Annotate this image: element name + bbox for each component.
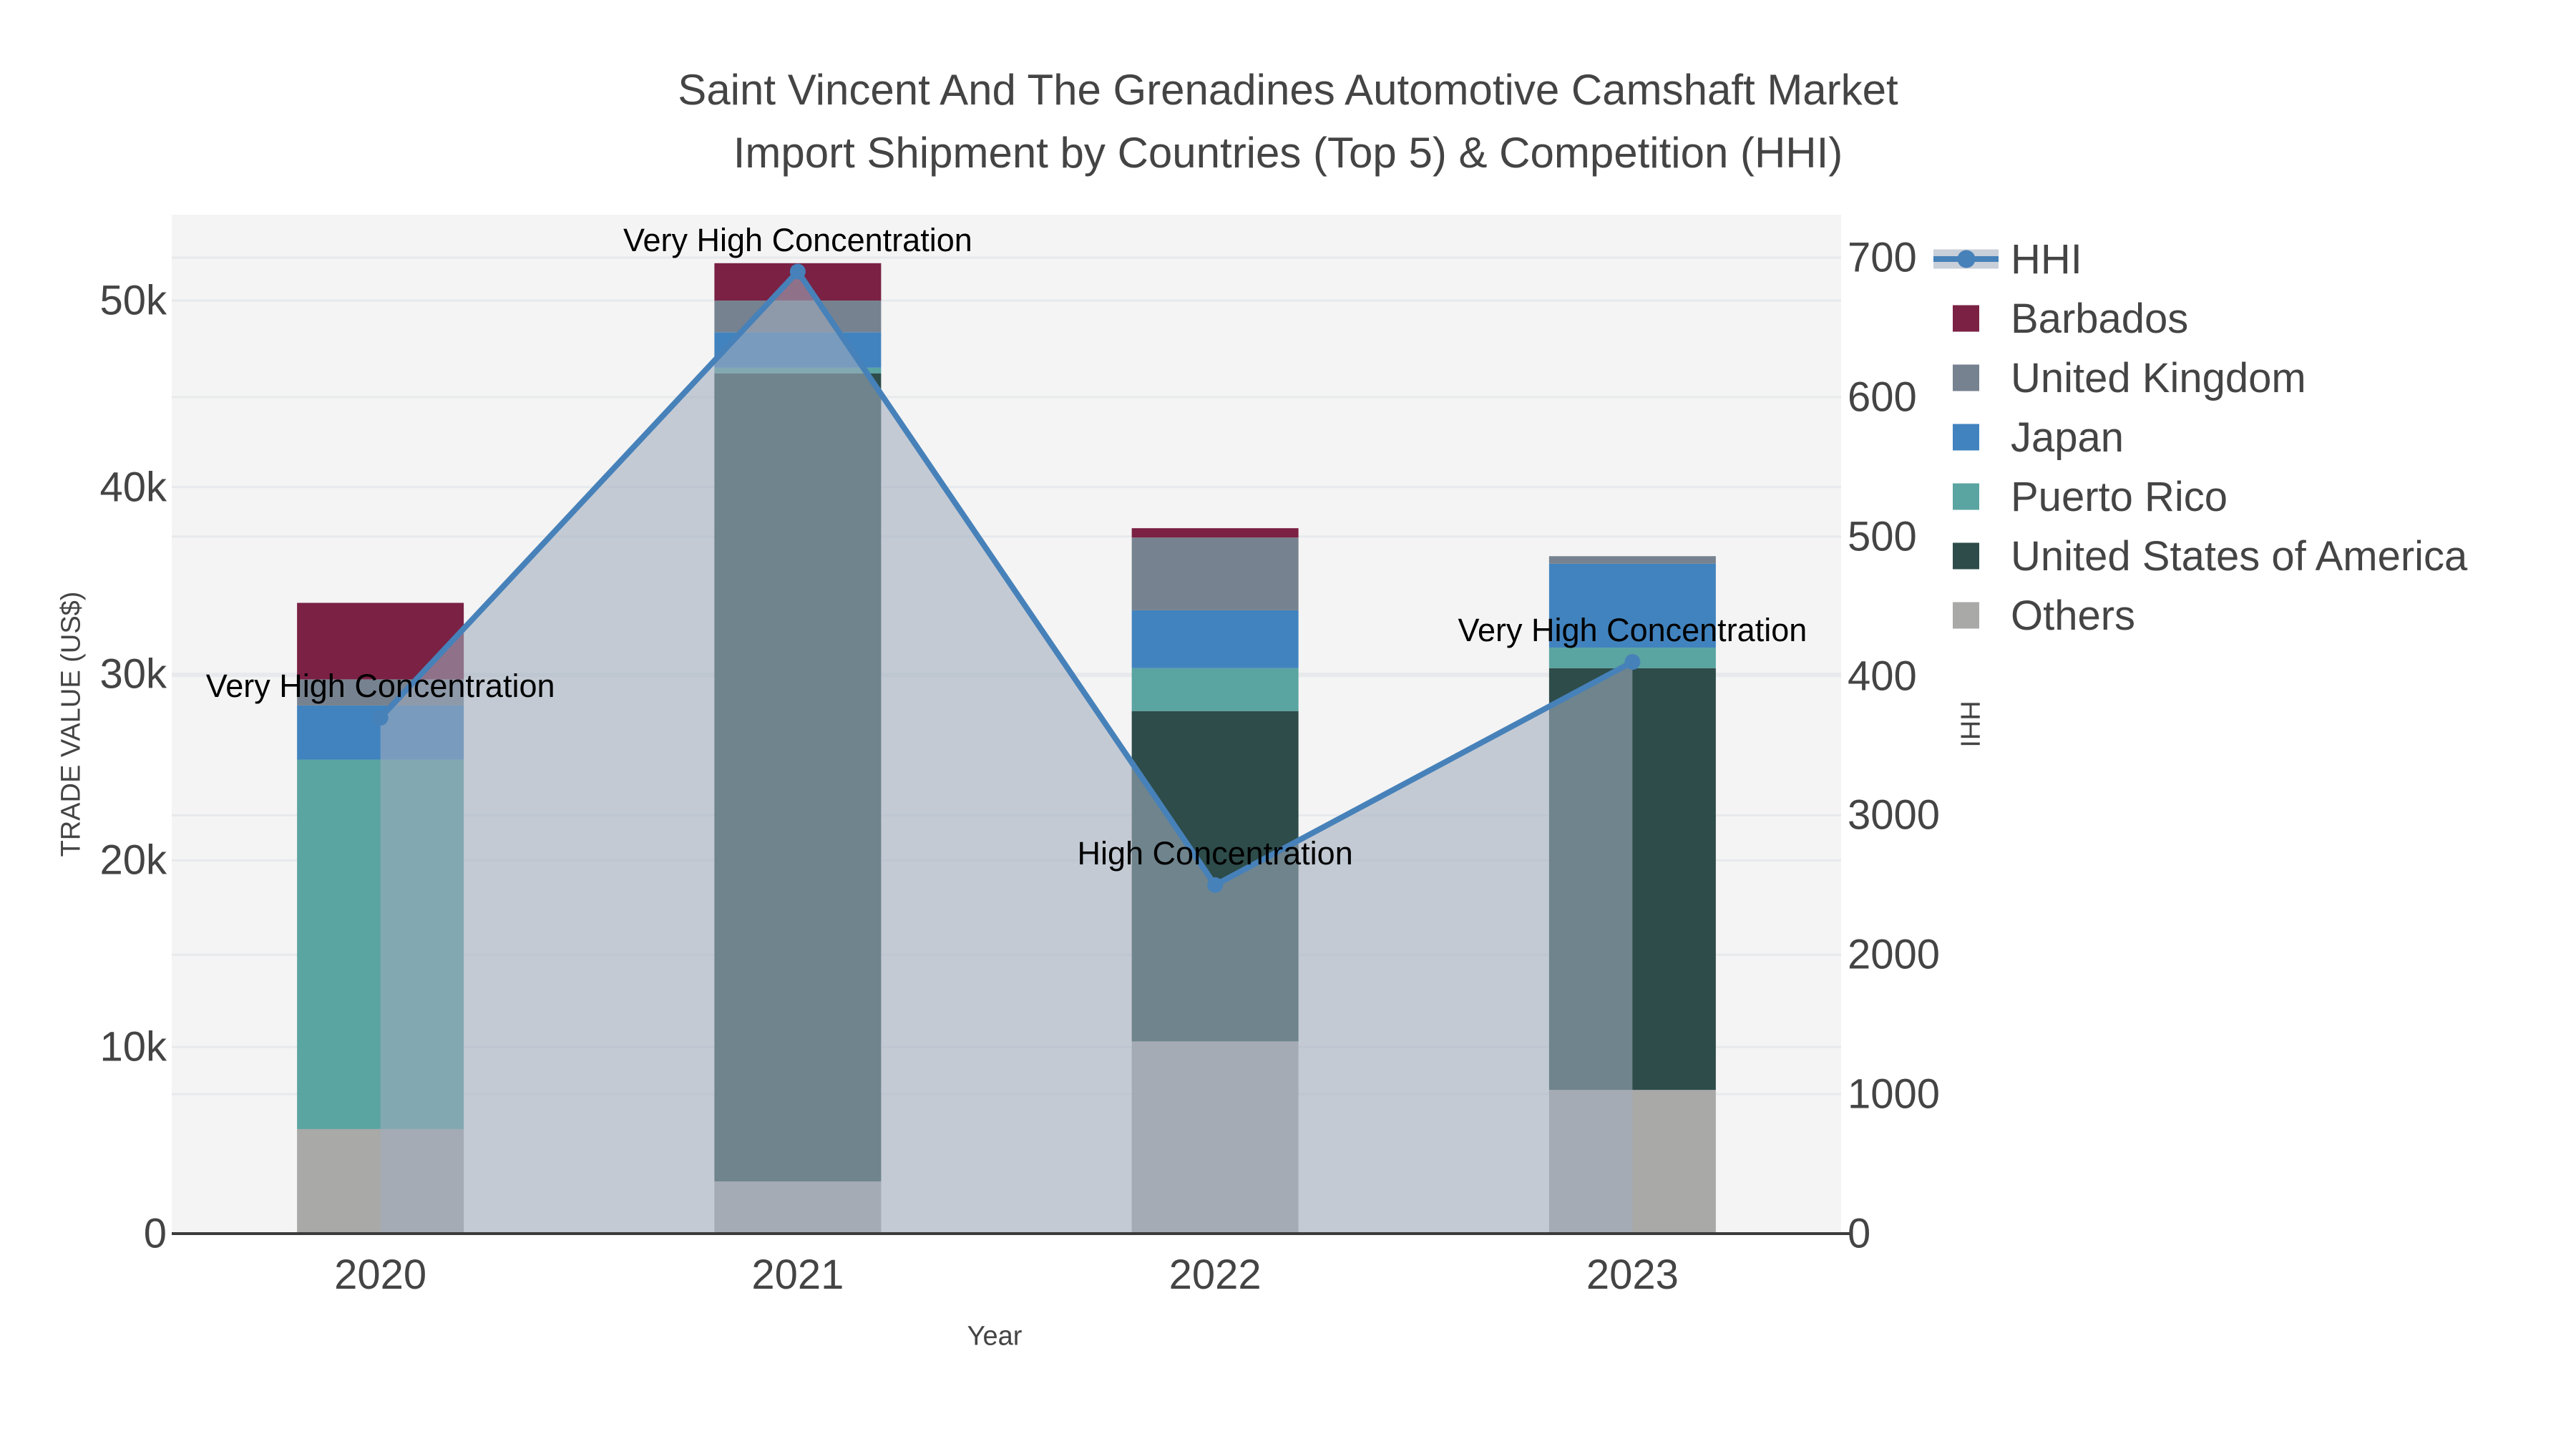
legend-swatch-symbol <box>1933 467 1999 527</box>
chart-title-line1: Saint Vincent And The Grenadines Automot… <box>678 66 1898 114</box>
bar-segment-barbados-2022[interactable] <box>1131 528 1299 538</box>
legend-label: United Kingdom <box>2011 354 2306 401</box>
y-right-tick-2000: 2000 <box>1848 931 1941 978</box>
chart-title-line2: Import Shipment by Countries (Top 5) & C… <box>733 129 1843 177</box>
y-left-tick-0: 0 <box>143 1210 167 1257</box>
bar-segment-united-kingdom-2023[interactable] <box>1548 556 1716 564</box>
annotation-2023: Very High Concentration <box>1458 612 1807 649</box>
bar-segment-japan-2022[interactable] <box>1131 610 1299 668</box>
color-swatch <box>1953 305 1979 332</box>
y-right-tick-600: 600 <box>1848 374 1917 421</box>
hhi-marker-swatch <box>1957 250 1975 268</box>
x-tick-2021: 2021 <box>751 1252 844 1298</box>
y-right-tick-700: 700 <box>1848 234 1917 281</box>
legend-label: HHI <box>2011 235 2082 283</box>
hhi-marker-2022[interactable] <box>1207 877 1224 893</box>
y-right-tick-1000: 1000 <box>1848 1070 1941 1118</box>
x-tick-2022: 2022 <box>1169 1252 1262 1298</box>
legend-label: Puerto Rico <box>2011 473 2228 520</box>
color-swatch <box>1953 364 1979 391</box>
color-swatch <box>1953 424 1979 451</box>
y-right-tick-500: 500 <box>1848 513 1917 560</box>
bar-segment-japan-2023[interactable] <box>1548 563 1716 648</box>
legend-label: United States of America <box>2011 532 2468 580</box>
legend-label: Japan <box>2011 414 2124 461</box>
color-swatch <box>1953 602 1979 629</box>
y-left-tick-30k: 30k <box>99 650 167 698</box>
color-swatch <box>1953 542 1979 570</box>
legend-label: Barbados <box>2011 295 2189 342</box>
legend-swatch-symbol <box>1933 407 1999 467</box>
annotation-2020: Very High Concentration <box>205 668 555 705</box>
legend-item-hhi[interactable]: HHI <box>1933 229 2082 289</box>
legend-swatch-symbol <box>1933 288 1999 348</box>
legend-swatch-symbol <box>1933 585 1999 645</box>
bar-segment-puerto-rico-2022[interactable] <box>1131 668 1299 711</box>
bar-segment-united-kingdom-2022[interactable] <box>1131 537 1299 610</box>
color-swatch <box>1953 483 1979 510</box>
hhi-marker-2021[interactable] <box>789 263 806 280</box>
legend-swatch-symbol <box>1933 526 1999 586</box>
legend-item-barbados[interactable]: Barbados <box>1933 288 2188 348</box>
y-left-tick-50k: 50k <box>99 277 167 324</box>
legend-item-japan[interactable]: Japan <box>1933 407 2124 467</box>
hhi-area-fill <box>380 271 1633 1234</box>
legend-item-united-kingdom[interactable]: United Kingdom <box>1933 348 2306 408</box>
legend-label: Others <box>2011 592 2136 639</box>
hhi-marker-2023[interactable] <box>1624 654 1641 670</box>
legend-item-puerto-rico[interactable]: Puerto Rico <box>1933 467 2228 527</box>
annotation-2021: Very High Concentration <box>623 221 972 258</box>
hhi-line[interactable] <box>378 267 1634 889</box>
y-axis-left-title: TRADE VALUE (US$) <box>56 591 87 857</box>
y-axis-right-title: HHI <box>1954 701 1985 748</box>
legend-item-united-states-of-america[interactable]: United States of America <box>1933 526 2467 586</box>
chart-title: Saint Vincent And The Grenadines Automot… <box>0 59 2576 185</box>
x-tick-2020: 2020 <box>334 1252 427 1298</box>
y-left-tick-20k: 20k <box>99 836 167 884</box>
annotation-2022: High Concentration <box>1077 834 1353 872</box>
hhi-marker-2020[interactable] <box>372 710 389 726</box>
legend-item-others[interactable]: Others <box>1933 585 2135 645</box>
x-axis-title: Year <box>967 1321 1023 1352</box>
y-right-tick-400: 400 <box>1848 653 1917 700</box>
x-tick-2023: 2023 <box>1586 1252 1679 1298</box>
y-left-tick-40k: 40k <box>99 464 167 511</box>
y-right-tick-3000: 3000 <box>1848 791 1941 839</box>
y-left-tick-10k: 10k <box>99 1023 167 1070</box>
y-right-tick-0: 0 <box>1848 1210 1871 1257</box>
legend-line-symbol <box>1933 229 1999 289</box>
legend-swatch-symbol <box>1933 348 1999 408</box>
